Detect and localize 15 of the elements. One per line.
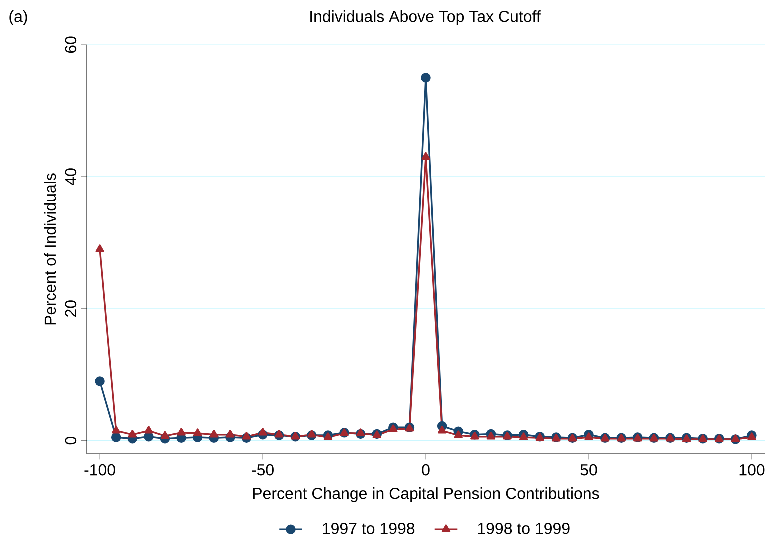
legend-label: 1998 to 1999 [478,523,570,534]
chart-title: Individuals Above Top Tax Cutoff [310,10,541,26]
x-tick-label: 50 [580,464,598,476]
y-tick-label: 20 [65,300,77,317]
x-tick-label: 0 [422,464,430,476]
x-axis-title: Percent Change in Capital Pension Contributions [253,488,600,502]
y-tick-label: 0 [65,436,77,445]
x-tick-label: -100 [84,464,116,476]
legend-label: 1997 to 1998 [323,523,415,534]
x-tick-label: 100 [740,464,765,476]
y-tick-label: 60 [65,36,77,54]
text: (a) [10,10,28,26]
y-tick-label: 40 [65,168,77,186]
x-tick-label: -50 [252,464,274,476]
y-axis-title: Percent of Individuals [44,174,56,325]
